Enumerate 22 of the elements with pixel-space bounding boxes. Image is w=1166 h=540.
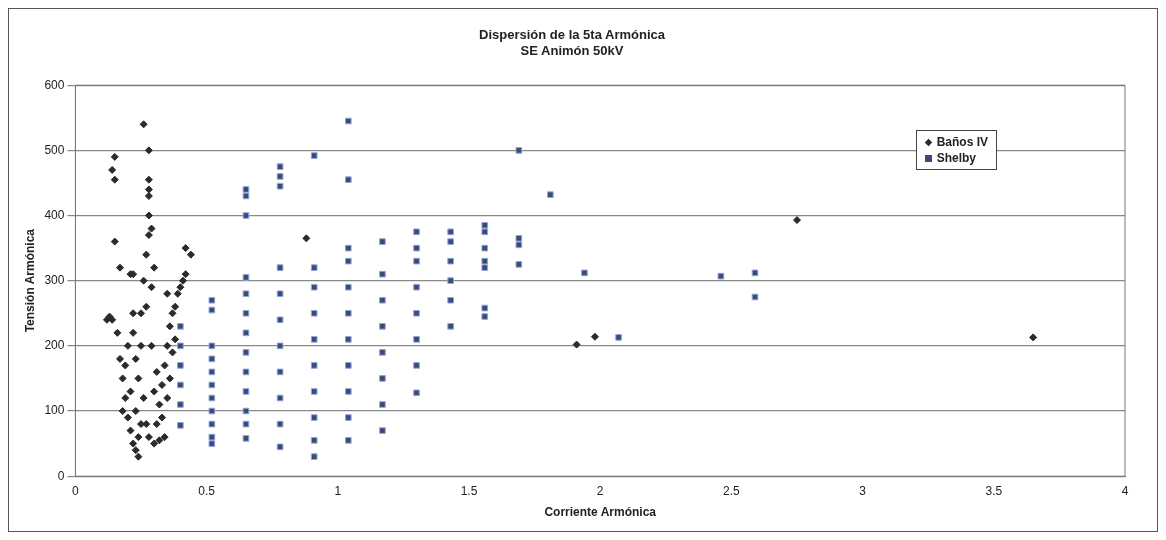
- chart-title: Dispersión de la 5ta Armónica: [479, 27, 666, 43]
- y-tick-label: 100: [44, 403, 65, 418]
- x-tick-label: 3.5: [985, 483, 1003, 498]
- x-tick-label: 3: [859, 483, 867, 498]
- y-tick-label: 300: [44, 273, 65, 288]
- x-tick-label: 0: [72, 483, 80, 498]
- y-tick-label: 0: [57, 468, 65, 483]
- legend-label: Shelby: [936, 150, 976, 167]
- x-tick-label: 4: [1121, 483, 1129, 498]
- y-tick-label: 200: [44, 338, 65, 353]
- x-tick-label: 2: [596, 483, 604, 498]
- y-tick-label: 500: [44, 142, 65, 157]
- x-tick-label: 2.5: [723, 483, 741, 498]
- x-tick-label: 1.5: [460, 483, 478, 498]
- y-axis-title: Tensión Armónica: [22, 228, 37, 333]
- x-axis-title: Corriente Armónica: [544, 505, 657, 520]
- y-tick-label: 600: [44, 77, 65, 92]
- chart-subtitle: SE Animón 50kV: [520, 42, 624, 58]
- x-tick-label: 1: [334, 483, 342, 498]
- y-tick-label: 400: [44, 207, 65, 222]
- legend-label: Baños IV: [936, 134, 988, 151]
- x-tick-label: 0.5: [198, 483, 216, 498]
